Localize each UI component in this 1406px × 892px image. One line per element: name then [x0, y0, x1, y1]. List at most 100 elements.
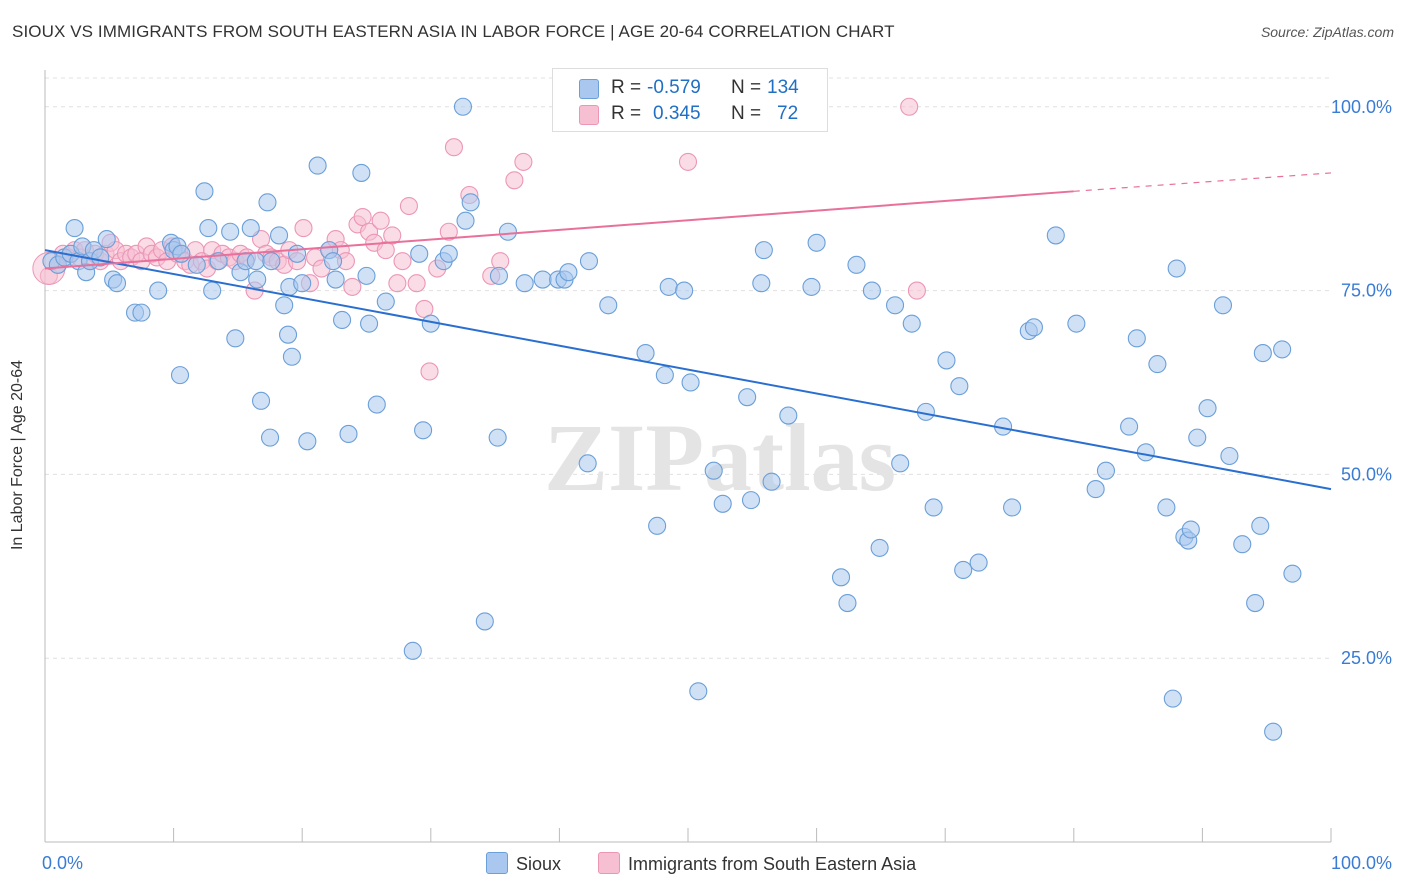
sioux-point — [515, 274, 534, 293]
sioux-point — [1046, 226, 1065, 245]
y-tick-label: 100.0% — [1331, 97, 1392, 117]
sioux-point — [704, 461, 723, 480]
immigrants-point — [444, 138, 463, 157]
sioux-point — [475, 612, 494, 631]
sioux-point — [195, 182, 214, 201]
sioux-point — [456, 211, 475, 230]
sioux-point — [170, 366, 190, 385]
sioux-point — [689, 682, 708, 701]
immigrants-point — [343, 277, 362, 296]
sioux-point — [439, 244, 458, 263]
r-value: -0.579 — [647, 77, 701, 98]
sioux-point — [681, 373, 700, 392]
sioux-point — [1067, 314, 1086, 333]
sioux-legend-label: Sioux — [516, 854, 562, 874]
immigrants-point — [371, 211, 390, 230]
sioux-point — [1264, 722, 1283, 741]
sioux-point — [97, 230, 116, 249]
sioux-point — [489, 266, 509, 285]
axes — [44, 70, 1332, 843]
sioux-point — [360, 314, 379, 333]
immigrants-legend-swatch — [598, 852, 620, 874]
sioux-point — [1086, 480, 1105, 499]
sioux-point — [655, 366, 674, 385]
sioux-point — [246, 252, 265, 271]
sioux-point — [1148, 355, 1167, 374]
sioux-point — [288, 244, 307, 263]
immigrants-point — [399, 196, 418, 216]
sioux-point — [1157, 498, 1176, 517]
immigrants-swatch — [579, 105, 599, 125]
sioux-point — [937, 351, 956, 370]
sioux-point — [838, 593, 857, 613]
immigrants-legend-label: Immigrants from South Eastern Asia — [628, 854, 917, 874]
sioux-point — [172, 244, 191, 263]
sioux-point — [1120, 417, 1139, 436]
sioux-point — [352, 163, 371, 182]
legend-row-sioux: R = -0.579 N = 134 — [553, 75, 827, 101]
immigrants-point — [388, 274, 407, 293]
sioux-point — [279, 325, 298, 344]
immigrants-point — [383, 226, 402, 245]
sioux-point — [187, 255, 206, 274]
sioux-point — [298, 432, 317, 451]
watermark-text: ZIPatlas — [544, 404, 896, 511]
sioux-point — [1188, 428, 1207, 447]
n-value: 134 — [767, 77, 799, 98]
sioux-point — [270, 226, 289, 245]
n-value: 72 — [777, 103, 799, 124]
r-label: R = — [611, 77, 642, 98]
sioux-point — [779, 406, 798, 425]
sioux-point — [559, 263, 578, 282]
sioux-point — [203, 281, 222, 300]
sioux-point — [1283, 564, 1302, 583]
immigrants-point — [407, 274, 426, 293]
sioux-point — [324, 252, 343, 271]
y-tick-label: 75.0% — [1341, 281, 1392, 301]
immigrants-point — [393, 252, 412, 271]
sioux-point — [260, 428, 280, 447]
sioux-point — [1167, 259, 1186, 278]
sioux-point — [885, 296, 905, 315]
sioux-point — [1163, 689, 1182, 708]
x-tick-label: 0.0% — [42, 853, 83, 873]
sioux-point — [659, 277, 678, 296]
immigrants-point — [420, 362, 439, 381]
sioux-point — [599, 296, 618, 315]
y-axis-title: In Labor Force | Age 20-64 — [9, 359, 26, 551]
sioux-point — [1024, 318, 1043, 337]
sioux-point — [831, 568, 851, 587]
sioux-point — [376, 292, 395, 311]
sioux-point — [713, 494, 732, 513]
sioux-point — [403, 641, 422, 660]
sioux-point — [488, 428, 507, 447]
sioux-point — [902, 314, 921, 333]
sioux-point — [461, 193, 480, 212]
sioux-point — [969, 553, 988, 572]
x-tick-labels: 0.0% 100.0% — [42, 853, 1392, 873]
sioux-point — [498, 222, 518, 241]
sioux-point — [752, 274, 771, 293]
sioux-point — [533, 270, 552, 289]
sioux-point — [636, 344, 655, 363]
immigrants-point — [907, 281, 926, 300]
sioux-point — [950, 377, 969, 396]
stats-legend: R = -0.579 N = 134 R = 0.345 N = 72 — [552, 68, 828, 132]
sioux-point — [293, 274, 312, 293]
immigrants-trend-line — [44, 190, 1074, 270]
sioux-point — [275, 296, 294, 315]
immigrants-trend-line-dashed — [1073, 172, 1332, 192]
sioux-point — [1136, 443, 1155, 462]
sioux-point — [741, 491, 761, 510]
sioux-point — [891, 454, 910, 473]
sioux-point — [1127, 329, 1146, 348]
sioux-point — [326, 270, 345, 289]
sioux-point — [1251, 516, 1270, 535]
sioux-point — [209, 252, 228, 271]
sioux-point — [1233, 535, 1252, 554]
sioux-point — [579, 252, 599, 271]
sioux-point — [738, 388, 757, 407]
n-label: N = — [731, 77, 762, 98]
sioux-point — [762, 472, 781, 491]
